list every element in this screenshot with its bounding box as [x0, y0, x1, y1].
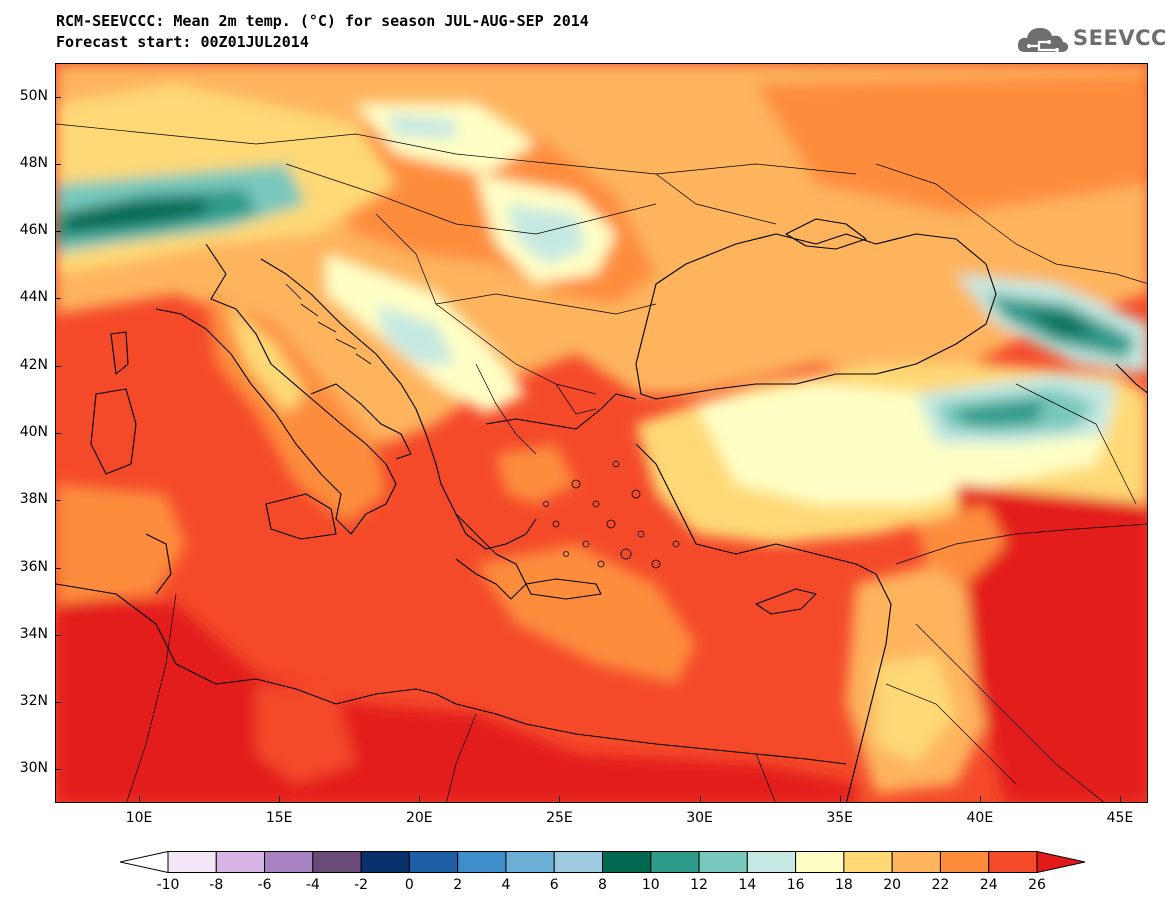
lon-label: 10E	[125, 810, 153, 826]
cloud-icon	[1017, 28, 1069, 52]
colorbar-tick-label: 22	[931, 877, 950, 893]
lat-tick	[55, 365, 61, 367]
forecast-start-subtitle: Forecast start: 00Z01JUL2014	[56, 33, 309, 51]
colorbar-tick-label: 8	[598, 877, 607, 893]
lon-tick	[559, 796, 561, 802]
map-title: RCM-SEEVCCC: Mean 2m temp. (°C) for seas…	[56, 12, 589, 30]
colorbar-tick-label: 20	[883, 877, 902, 893]
lon-tick	[839, 796, 841, 802]
colorbar-swatch	[843, 851, 893, 873]
lat-label: 36N	[19, 558, 48, 575]
lat-tick	[55, 769, 61, 771]
colorbar-swatch	[795, 851, 845, 873]
colorbar-tick-label: 2	[453, 877, 463, 893]
lat-label: 42N	[19, 356, 48, 373]
colorbar-tick-label: 10	[641, 877, 660, 893]
lon-label: 15E	[265, 810, 293, 826]
colorbar-swatch	[457, 851, 507, 873]
colorbar-swatch	[891, 851, 941, 873]
lat-label: 32N	[19, 693, 48, 710]
colorbar-tick-label: -8	[209, 877, 224, 893]
colorbar-swatch	[650, 851, 700, 873]
lon-label: 40E	[966, 810, 994, 826]
lat-tick	[55, 163, 61, 165]
colorbar	[120, 851, 1085, 873]
colorbar-tick-label: 14	[738, 877, 757, 893]
colorbar-tick-label: 16	[786, 877, 805, 893]
colorbar-tick-label: 18	[834, 877, 853, 893]
lat-label: 50N	[19, 87, 48, 104]
lat-tick	[55, 634, 61, 636]
colorbar-tick-label: -6	[257, 877, 272, 893]
lon-label: 45E	[1106, 810, 1134, 826]
colorbar-swatch	[312, 851, 362, 873]
aegean-islands	[543, 460, 680, 569]
lon-tick	[979, 796, 981, 802]
colorbar-swatch	[746, 851, 797, 873]
lon-label: 25E	[546, 810, 573, 826]
colorbar-tick-label: 4	[501, 877, 511, 893]
lat-label: 30N	[19, 760, 48, 777]
lat-tick	[55, 702, 61, 704]
colorbar-swatch	[360, 851, 410, 873]
lon-label: 30E	[686, 810, 713, 826]
colorbar-under-triangle	[120, 851, 169, 873]
lat-tick	[55, 96, 61, 98]
lat-label: 44N	[19, 289, 48, 306]
lat-label: 48N	[19, 154, 48, 171]
logo-text: SEEVCCC	[1073, 26, 1165, 50]
colorbar-tick-label: 12	[690, 877, 708, 893]
lat-tick	[55, 231, 61, 233]
lat-label: 46N	[19, 222, 48, 239]
colorbar-tick-label: 26	[1028, 877, 1046, 893]
colorbar-swatch	[553, 851, 604, 873]
lon-tick	[699, 796, 701, 802]
colorbar-swatch	[988, 851, 1038, 873]
coastlines	[56, 218, 1147, 802]
temperature-map	[55, 63, 1148, 803]
lon-tick	[279, 796, 281, 802]
colorbar-tick-label: -10	[156, 877, 180, 893]
colorbar-swatch	[408, 851, 459, 873]
lat-tick	[55, 433, 61, 434]
temperature-field	[56, 64, 1147, 802]
colorbar-swatch	[698, 851, 748, 873]
colorbar-over-triangle	[1036, 851, 1085, 873]
colorbar-swatch	[167, 851, 217, 873]
colorbar-tick-label: -4	[305, 877, 320, 893]
lon-tick	[1119, 796, 1121, 802]
lon-label: 35E	[826, 810, 854, 826]
lat-label: 34N	[19, 625, 48, 642]
colorbar-tick-label: 6	[549, 877, 559, 893]
colorbar-swatch	[264, 851, 314, 873]
lat-tick	[55, 500, 61, 502]
colorbar-swatch	[602, 851, 652, 873]
lat-tick	[55, 567, 61, 569]
colorbar-tick-label: 0	[404, 877, 414, 893]
lon-label: 20E	[405, 810, 433, 826]
lat-tick	[55, 298, 61, 300]
colorbar-swatch	[939, 851, 990, 873]
borders	[56, 123, 1147, 802]
seevccc-logo: SEEVCCC	[1015, 22, 1165, 56]
colorbar-tick-label: 24	[979, 877, 998, 893]
colorbar-tick-label: -2	[354, 877, 369, 893]
lat-label: 38N	[19, 491, 48, 508]
lat-label: 40N	[19, 424, 48, 440]
colorbar-swatch	[215, 851, 266, 873]
colorbar-swatch	[505, 851, 555, 873]
lon-tick	[419, 796, 421, 802]
lon-tick	[139, 796, 141, 802]
